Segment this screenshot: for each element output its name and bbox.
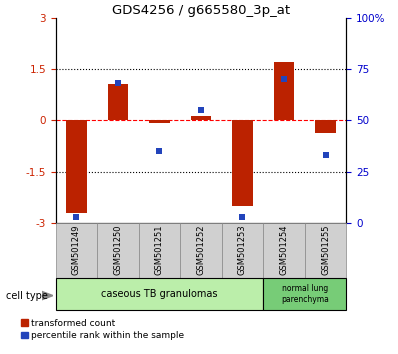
Title: GDS4256 / g665580_3p_at: GDS4256 / g665580_3p_at <box>112 4 290 17</box>
Bar <box>149 120 170 123</box>
Bar <box>305 223 346 278</box>
Bar <box>180 223 222 278</box>
Point <box>115 81 121 86</box>
Text: normal lung
parenchyma: normal lung parenchyma <box>281 284 329 303</box>
Point <box>281 76 287 82</box>
Bar <box>56 223 97 278</box>
Text: GSM501253: GSM501253 <box>238 225 247 275</box>
Point <box>198 107 204 113</box>
Text: GSM501249: GSM501249 <box>72 225 81 275</box>
Point <box>239 214 246 220</box>
Bar <box>232 120 253 206</box>
Point <box>322 153 329 158</box>
Bar <box>273 62 295 120</box>
Bar <box>263 223 305 278</box>
Bar <box>222 223 263 278</box>
Text: GSM501251: GSM501251 <box>155 225 164 275</box>
Point <box>156 148 163 154</box>
Bar <box>263 278 346 310</box>
Text: GSM501252: GSM501252 <box>197 225 205 275</box>
Bar <box>139 223 180 278</box>
Bar <box>97 223 139 278</box>
Legend: transformed count, percentile rank within the sample: transformed count, percentile rank withi… <box>20 318 185 341</box>
Bar <box>315 120 336 133</box>
Text: caseous TB granulomas: caseous TB granulomas <box>101 289 218 299</box>
Bar <box>56 278 263 310</box>
Text: GSM501250: GSM501250 <box>113 225 123 275</box>
Text: GSM501254: GSM501254 <box>279 225 289 275</box>
Text: GSM501255: GSM501255 <box>321 225 330 275</box>
Polygon shape <box>42 291 53 300</box>
Point <box>73 214 80 220</box>
Bar <box>66 120 87 213</box>
Bar <box>107 85 128 120</box>
Bar <box>191 116 211 120</box>
Text: cell type: cell type <box>6 291 48 301</box>
